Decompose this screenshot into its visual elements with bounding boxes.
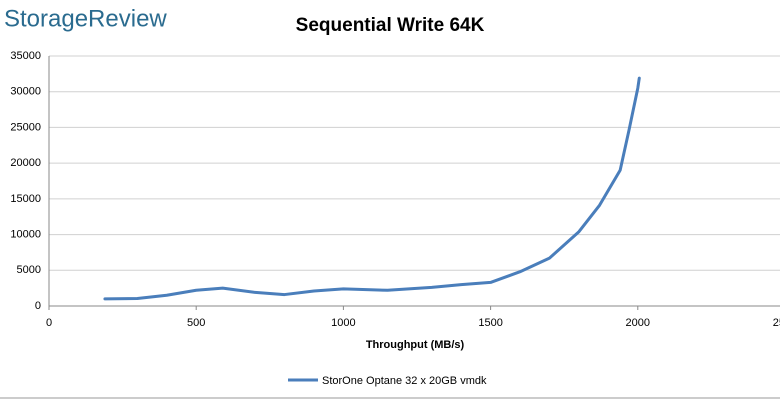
y-tick-label: 25000 — [10, 121, 41, 133]
x-axis-label: Throughput (MB/s) — [366, 339, 465, 351]
x-tick-label: 1500 — [478, 317, 502, 329]
x-tick-label: 2000 — [626, 317, 650, 329]
x-tick-label: 0 — [46, 317, 52, 329]
y-tick-label: 15000 — [10, 193, 41, 205]
x-tick-label: 500 — [187, 317, 205, 329]
x-tick-label: 2500 — [773, 317, 780, 329]
legend-label: StorOne Optane 32 x 20GB vmdk — [322, 375, 487, 387]
y-tick-label: 5000 — [17, 264, 41, 276]
y-tick-label: 0 — [35, 300, 41, 312]
y-tick-label: 10000 — [10, 228, 41, 240]
y-tick-label: 20000 — [10, 157, 41, 169]
logo: StorageReview — [4, 5, 167, 32]
y-tick-label: 30000 — [10, 86, 41, 98]
x-tick-label: 1000 — [331, 317, 355, 329]
y-tick-label: 35000 — [10, 50, 41, 62]
chart-title: Sequential Write 64K — [296, 15, 485, 36]
series-line — [103, 76, 641, 301]
